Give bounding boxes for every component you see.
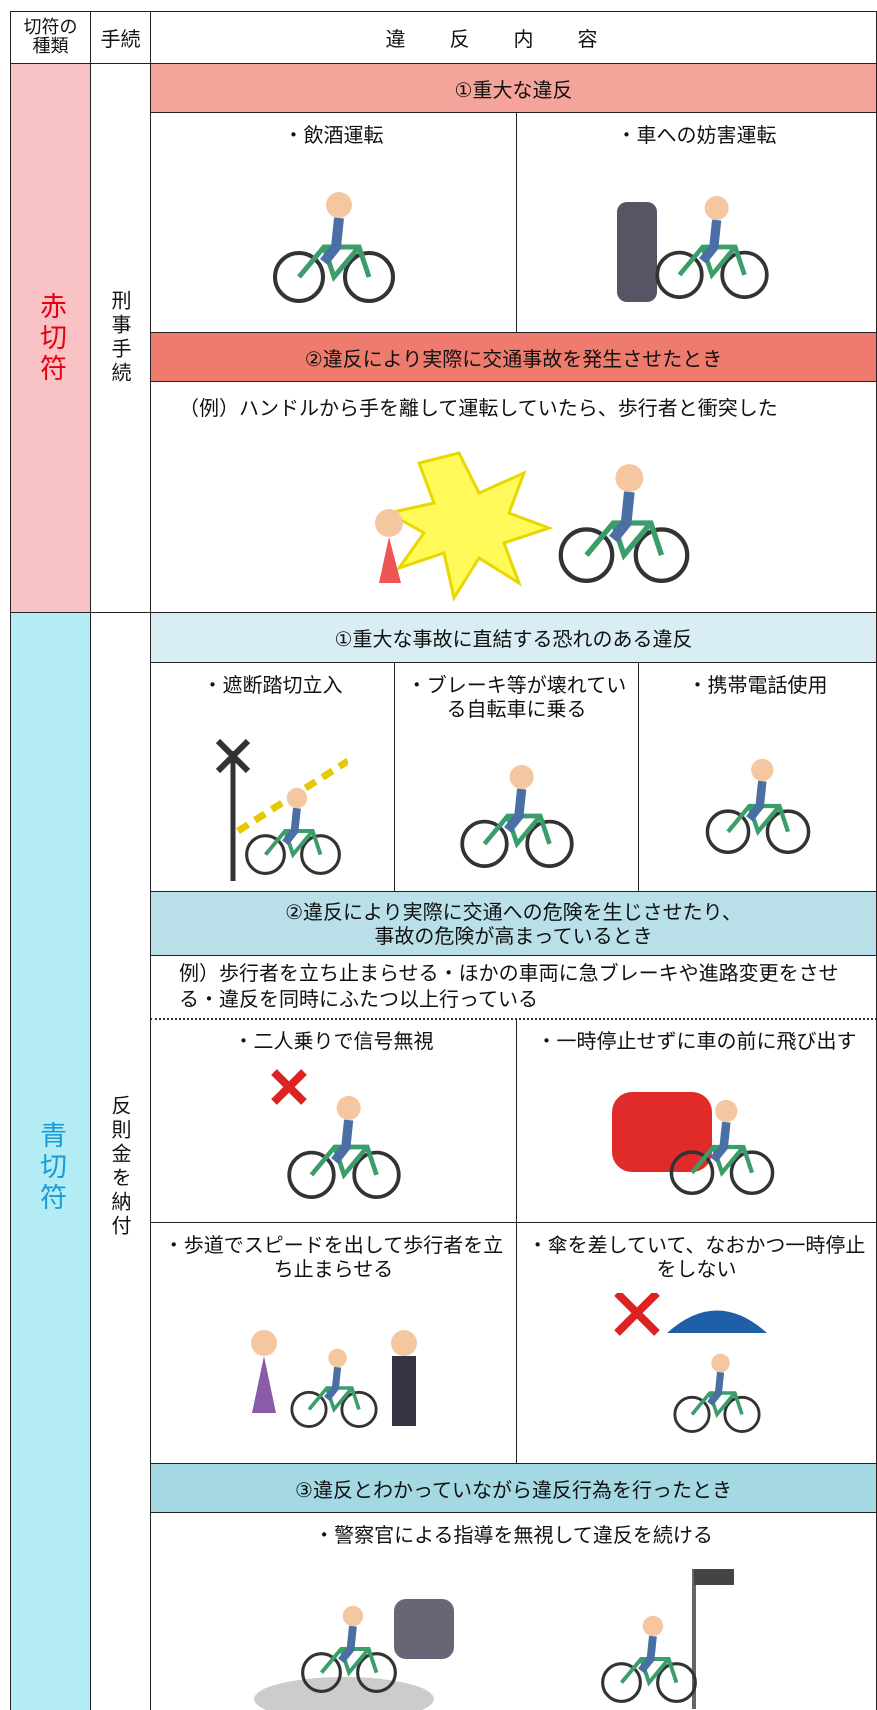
item-text: ・車への妨害運転 (616, 123, 777, 147)
illustration (698, 731, 818, 881)
item-cell: ・遮断踏切立入 (150, 662, 395, 892)
ticket-type: 青切符 (10, 612, 91, 1710)
header-text: 手続 (100, 27, 141, 51)
group-heading: ②違反により実際に交通への危険を生じさせたり、事故の危険が高まっているとき (150, 891, 877, 956)
illustration (613, 1293, 767, 1453)
item-cell: ・二人乗りで信号無視 (150, 1019, 517, 1223)
illustration (616, 172, 777, 322)
illustration (375, 451, 769, 602)
group-heading: ②違反により実際に交通事故を発生させたとき (150, 332, 877, 382)
group-heading: ①重大な違反 (150, 63, 877, 113)
item-cell: ・警察官による指導を無視して違反を続ける (150, 1512, 877, 1710)
item-text: ・歩道でスピードを出して歩行者を立ち止まらせる (163, 1233, 504, 1281)
header-cell: 手続 (90, 11, 151, 64)
procedure: 刑事手続 (90, 63, 151, 613)
type-text: 赤切符 (35, 291, 66, 385)
item-text: ・携帯電話使用 (687, 673, 828, 697)
item-cell: ・傘を差していて、なおかつ一時停止をしない (516, 1222, 877, 1464)
item-cell: ・一時停止せずに車の前に飛び出す (516, 1019, 877, 1223)
heading-text: ①重大な事故に直結する恐れのある違反 (334, 627, 693, 651)
item-text: ・一時停止せずに車の前に飛び出す (536, 1029, 857, 1053)
example-cell: （例）ハンドルから手を離して運転していたら、歩行者と衝突した (150, 381, 877, 613)
item-cell: ・歩道でスピードを出して歩行者を立ち止まらせる (150, 1222, 517, 1464)
header-cell: 違反内容 (150, 11, 877, 64)
illustration (250, 1330, 417, 1453)
example-cell: 例）歩行者を立ち止まらせる・ほかの車両に急ブレーキや進路変更をさせる・違反を同時… (150, 955, 877, 1020)
illustration (452, 751, 582, 881)
illustration (253, 1569, 734, 1710)
illustration (264, 172, 404, 322)
group-heading: ③違反とわかっていながら違反行為を行ったとき (150, 1463, 877, 1513)
example-text: 例）歩行者を立ち止まらせる・ほかの車両に急ブレーキや進路変更をさせる・違反を同時… (179, 961, 839, 1011)
heading-text: ②違反により実際に交通への危険を生じさせたり、事故の危険が高まっているとき (285, 899, 742, 948)
example-text: （例）ハンドルから手を離して運転していたら、歩行者と衝突した (179, 396, 778, 420)
item-cell: ・ブレーキ等が壊れている自転車に乗る (394, 662, 639, 892)
item-text: ・ブレーキ等が壊れている自転車に乗る (406, 673, 627, 721)
heading-text: ②違反により実際に交通事故を発生させたとき (304, 346, 723, 371)
header-text: 切符の種類 (23, 16, 78, 57)
procedure: 反則金を納付 (90, 612, 151, 1710)
procedure-text: 反則金を納付 (108, 1095, 132, 1239)
heading-text: ③違反とわかっていながら違反行為を行ったとき (295, 1477, 732, 1502)
item-text: ・遮断踏切立入 (202, 673, 343, 697)
header-cell: 切符の種類 (10, 11, 91, 64)
header-text: 違反内容 (385, 27, 642, 51)
item-text: ・二人乗りで信号無視 (233, 1029, 434, 1053)
item-text: ・傘を差していて、なおかつ一時停止をしない (527, 1233, 866, 1281)
ticket-type: 赤切符 (10, 63, 91, 613)
item-text: ・飲酒運転 (283, 123, 384, 147)
item-cell: ・車への妨害運転 (516, 112, 877, 333)
item-text: ・警察官による指導を無視して違反を続ける (314, 1523, 713, 1547)
illustration (611, 1092, 782, 1212)
type-text: 青切符 (35, 1120, 66, 1214)
item-cell: ・飲酒運転 (150, 112, 517, 333)
item-cell: ・携帯電話使用 (638, 662, 877, 892)
group-heading: ①重大な事故に直結する恐れのある違反 (150, 612, 877, 663)
illustration (270, 1069, 409, 1212)
illustration (215, 738, 348, 881)
heading-text: ①重大な違反 (454, 77, 573, 102)
procedure-text: 刑事手続 (108, 290, 132, 386)
